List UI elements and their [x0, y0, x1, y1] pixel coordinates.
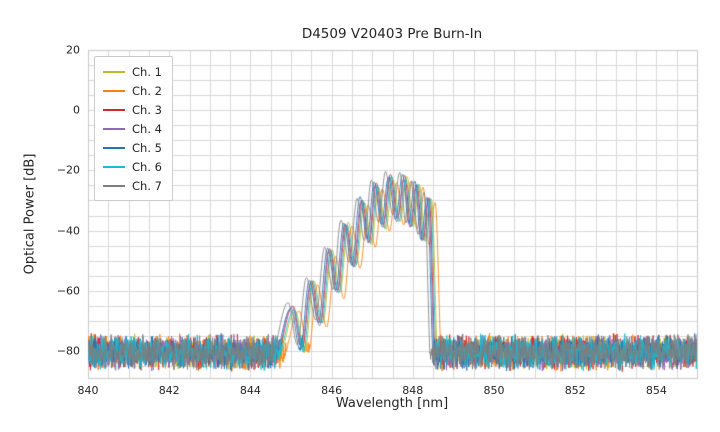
x-tick-label: 844	[239, 384, 261, 397]
legend-item: Ch. 6	[103, 157, 162, 176]
y-axis-label: Optical Power [dB]	[22, 153, 38, 275]
y-tick-label: −20	[56, 163, 80, 177]
legend-line-swatch	[103, 165, 125, 168]
y-tick-label: −60	[56, 284, 80, 298]
legend-item: Ch. 3	[103, 100, 162, 119]
legend-line-swatch	[103, 70, 125, 73]
legend-item-label: Ch. 6	[132, 159, 162, 174]
legend-item-label: Ch. 4	[132, 121, 162, 136]
legend-item: Ch. 7	[103, 176, 162, 195]
legend-line-swatch	[103, 146, 125, 149]
legend-item: Ch. 1	[103, 62, 162, 81]
legend-line-swatch	[103, 108, 125, 111]
legend-item: Ch. 4	[103, 119, 162, 138]
y-tick-label: 0	[73, 103, 80, 117]
legend-line-swatch	[103, 127, 125, 130]
y-tick-label: 20	[66, 43, 80, 57]
legend-item-label: Ch. 3	[132, 102, 162, 117]
x-tick-label: 846	[321, 384, 343, 397]
x-tick-label: 848	[402, 384, 424, 397]
legend-line-swatch	[103, 89, 125, 92]
legend-item-label: Ch. 5	[132, 140, 162, 155]
x-tick-label: 854	[645, 384, 667, 397]
legend-item-label: Ch. 1	[132, 64, 162, 79]
x-axis-label: Wavelength [nm]	[335, 396, 449, 411]
y-tick-label: −40	[56, 224, 80, 238]
legend-item: Ch. 2	[103, 81, 162, 100]
legend-item-label: Ch. 7	[132, 178, 162, 193]
x-tick-label: 842	[158, 384, 180, 397]
legend-item-label: Ch. 2	[132, 83, 162, 98]
x-tick-label: 852	[564, 384, 586, 397]
legend: Ch. 1 Ch. 2 Ch. 3 Ch. 4 Ch. 5 Ch. 6 Ch. 7	[94, 56, 173, 201]
x-tick-label: 840	[77, 384, 99, 397]
legend-line-swatch	[103, 184, 125, 187]
chart-title: D4509 V20403 Pre Burn-In	[301, 26, 483, 42]
legend-item: Ch. 5	[103, 138, 162, 157]
x-tick-label: 850	[483, 384, 505, 397]
y-tick-label: −80	[56, 344, 80, 358]
